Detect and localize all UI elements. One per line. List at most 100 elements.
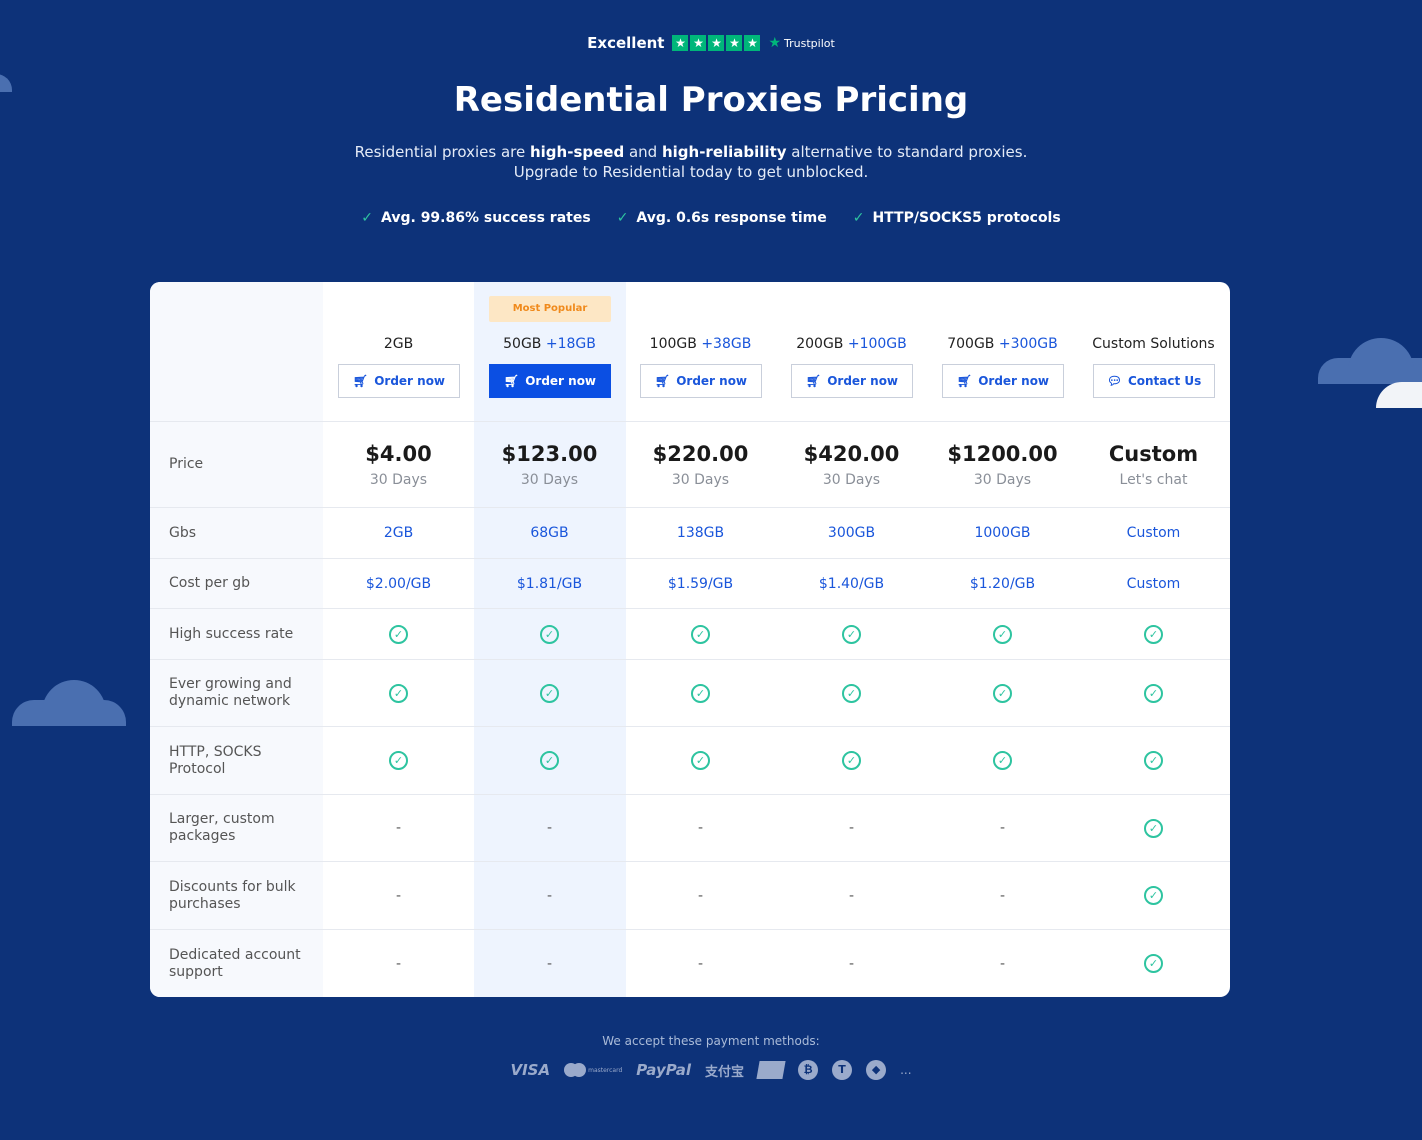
plan-header-row: 2GB 🛒︎ Order now Most Popular 50GB +18GB … [150,282,1230,421]
bitcoin-icon: ₿ [798,1060,819,1080]
feature-row: High success rate ✓ ✓ ✓ ✓ ✓ ✓ [150,608,1230,659]
feature-excluded-cell: - [395,887,402,904]
star-icon: ★ [672,35,689,51]
plan-2gb: 2GB 🛒︎ Order now [323,282,474,421]
row-label: High success rate [169,625,294,642]
check-circle-icon: ✓ [691,624,710,644]
check-circle-icon: ✓ [1144,954,1163,973]
feature-row: Larger, custom packages - - - - - ✓ [150,794,1230,861]
feature-row: Dedicated account support - - - - - ✓ [150,929,1230,997]
feature-included-cell: ✓ [625,683,776,703]
feature-included-cell: ✓ [1078,818,1229,838]
feature-item: ✓ Avg. 0.6s response time [616,210,827,226]
star-icon: ★ [768,35,782,51]
check-circle-icon: ✓ [1144,751,1163,770]
plan-700gb: 700GB +300GB 🛒︎ Order now [927,282,1078,421]
feature-excluded-cell: - [999,887,1006,904]
feature-row: Ever growing and dynamic network ✓ ✓ ✓ ✓ ✓ ✓ [150,659,1230,726]
feature-included-cell: ✓ [1078,954,1229,973]
gbs-cell: 1000GB [974,525,1031,541]
row-label: Ever growing and dynamic network [169,676,292,709]
feature-included-cell: ✓ [323,624,474,644]
order-now-button[interactable]: 🛒︎ Order now [338,364,460,398]
check-circle-icon: ✓ [389,624,408,644]
row-label: Gbs [169,524,197,541]
rating-stars: ★ ★ ★ ★ ★ [672,35,761,51]
feature-excluded-cell: - [395,820,402,836]
order-now-button[interactable]: 🛒︎ Order now [942,364,1064,398]
check-circle-icon: ✓ [1144,624,1163,644]
feature-included-cell: ✓ [776,751,927,770]
chat-icon: 💬︎ [1106,374,1122,388]
payment-logos: VISA mastercard PayPal 支付宝 ₿ T ◆ ... [0,1060,1422,1080]
price-cell: $220.00 30 Days [652,441,749,488]
feature-included-cell: ✓ [927,751,1078,770]
order-now-button[interactable]: 🛒︎ Order now [640,364,762,398]
feature-item: ✓ HTTP/SOCKS5 protocols [852,210,1061,226]
feature-excluded-cell: - [999,820,1006,836]
plan-200gb: 200GB +100GB 🛒︎ Order now [776,282,927,421]
page-subtitle: Residential proxies are high-speed and h… [354,143,1028,181]
price-row: Price $4.00 30 Days $123.00 30 Days $220.0… [150,421,1230,507]
plan-name: 50GB +18GB [503,336,596,352]
price-cell: Custom Let's chat [1108,441,1199,488]
trustpilot-rating[interactable]: Excellent ★ ★ ★ ★ ★ ★ Trustpilot [0,34,1422,52]
cost-cell: $1.20/GB [969,575,1036,592]
cost-cell: $2.00/GB [365,575,432,592]
check-circle-icon: ✓ [1144,818,1163,838]
cost-cell: Custom [1126,575,1181,592]
feature-excluded-cell: - [848,887,855,904]
feature-included-cell: ✓ [323,683,474,703]
tether-icon: T [832,1060,853,1080]
ethereum-icon: ◆ [866,1060,887,1080]
feature-included-cell: ✓ [625,624,776,644]
feature-included-cell: ✓ [776,683,927,703]
plan-name: 200GB +100GB [796,336,907,352]
price-cell: $420.00 30 Days [803,441,900,488]
paypal-logo: PayPal [636,1061,692,1079]
cost-cell: $1.59/GB [667,575,734,592]
check-icon: ✓ [852,210,865,226]
rating-label: Excellent [587,34,665,52]
feature-excluded-cell: - [546,955,553,972]
check-circle-icon: ✓ [1144,683,1163,703]
check-icon: ✓ [616,210,629,226]
check-circle-icon: ✓ [993,624,1012,644]
feature-included-cell: ✓ [474,624,625,644]
check-circle-icon: ✓ [993,751,1012,770]
contact-us-button[interactable]: 💬︎ Contact Us [1093,364,1215,398]
plan-name: 700GB +300GB [947,336,1058,352]
page-title: Residential Proxies Pricing [453,80,969,120]
star-icon: ★ [708,35,725,51]
feature-included-cell: ✓ [1078,751,1229,770]
star-icon: ★ [690,35,707,51]
order-now-button[interactable]: 🛒︎ Order now [791,364,913,398]
order-now-button[interactable]: 🛒︎ Order now [489,364,611,398]
row-label: Cost per gb [169,575,251,591]
row-label: HTTP, SOCKS Protocol [169,743,262,777]
check-circle-icon: ✓ [842,683,861,703]
feature-included-cell: ✓ [1078,683,1229,703]
plan-name: Custom Solutions [1092,336,1215,352]
feature-item: ✓ Avg. 99.86% success rates [361,210,591,226]
check-circle-icon: ✓ [993,683,1012,703]
feature-excluded-cell: - [697,887,704,904]
star-icon: ★ [744,35,761,51]
star-icon: ★ [726,35,743,51]
plan-100gb: 100GB +38GB 🛒︎ Order now [625,282,776,421]
gbs-cell: 300GB [827,525,876,541]
check-circle-icon: ✓ [691,751,710,770]
feature-included-cell: ✓ [1078,886,1229,905]
row-label: Larger, custom packages [169,811,275,844]
feature-included-cell: ✓ [776,624,927,644]
feature-included-cell: ✓ [927,624,1078,644]
cart-icon: 🛒︎ [503,374,520,388]
gbs-row: Gbs 2GB 68GB 138GB 300GB 1000GB Custom [150,507,1230,558]
row-label: Discounts for bulk purchases [169,878,296,912]
feature-excluded-cell: - [697,820,704,836]
feature-excluded-cell: - [395,955,402,972]
feature-row: HTTP, SOCKS Protocol ✓ ✓ ✓ ✓ ✓ ✓ [150,726,1230,794]
check-circle-icon: ✓ [389,751,408,770]
alipay-logo: 支付宝 [705,1064,745,1080]
check-circle-icon: ✓ [1144,886,1163,905]
